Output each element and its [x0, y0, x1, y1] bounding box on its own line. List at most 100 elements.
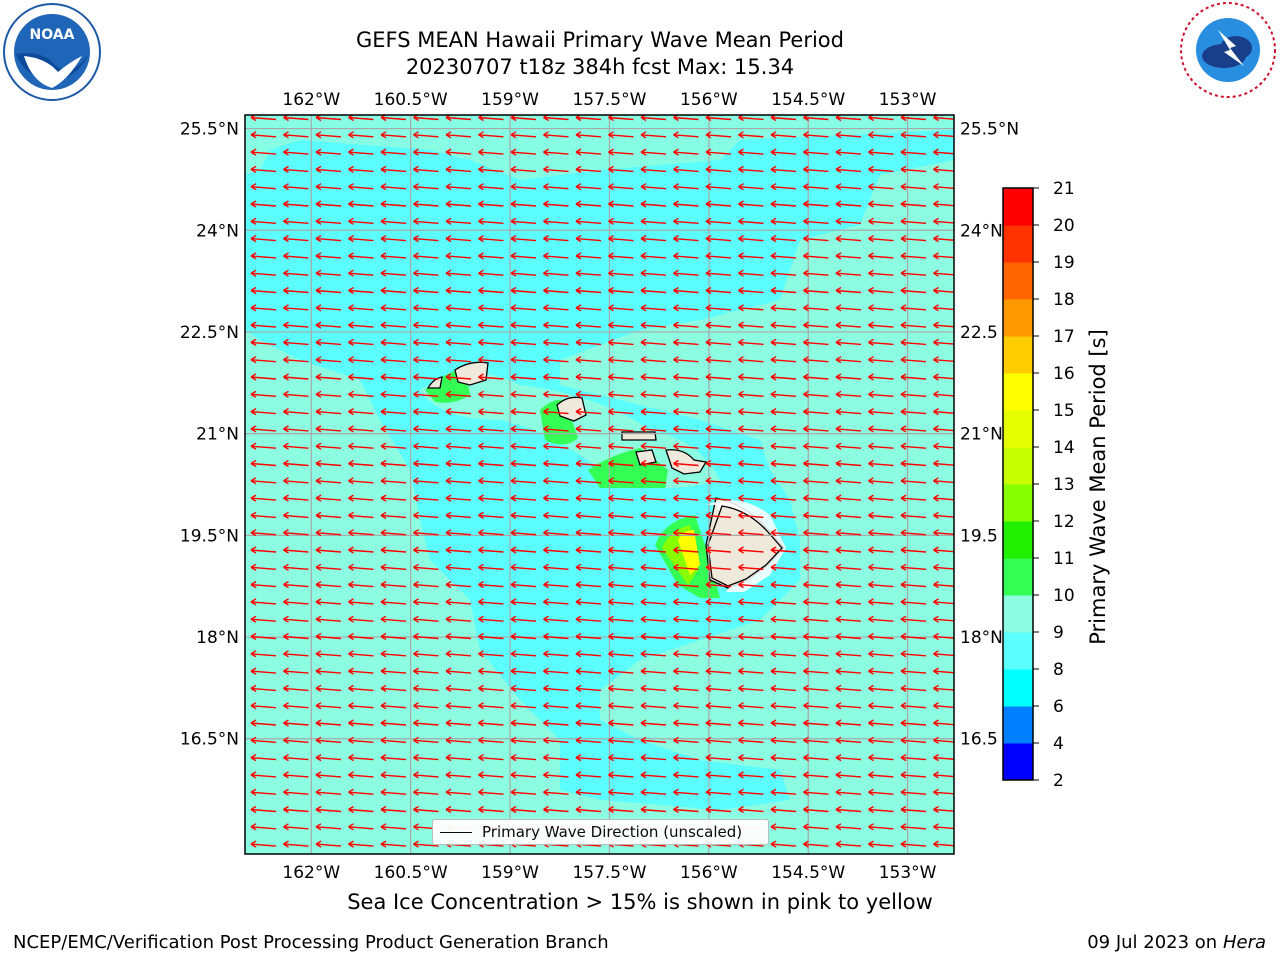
wave-arrow [283, 131, 309, 139]
latitude-labels-left: 25.5°N 24°N 22.5°N 21°N 19.5°N 18°N 16.5°N [180, 120, 239, 750]
wave-arrow [835, 115, 862, 122]
map-frame [244, 114, 955, 855]
wave-arrow [900, 511, 927, 520]
wave-arrow [478, 632, 504, 641]
wave-arrow [250, 183, 277, 191]
wave-arrow [575, 286, 602, 295]
wave-arrow [250, 148, 277, 156]
wave-arrow [868, 667, 894, 675]
wave-arrow [575, 511, 602, 520]
wave-arrow [835, 425, 862, 433]
wave-arrow [835, 667, 862, 675]
wave-arrow [933, 719, 954, 727]
wave-arrow [933, 459, 954, 468]
colorbar-swatch [1003, 373, 1033, 411]
wave-arrow [543, 304, 569, 312]
wave-arrow [770, 234, 797, 243]
wave-arrow [933, 338, 954, 347]
latitude-labels-right: 25.5°N 24°N 22.5 21°N 19.5 18°N 16.5 [960, 120, 1019, 750]
wave-arrow [608, 788, 634, 796]
wave-arrow [705, 356, 732, 364]
wave-arrow [770, 165, 797, 174]
wave-arrow [705, 546, 732, 554]
wave-arrow [868, 563, 894, 571]
colorbar-tick-label: 9 [1053, 623, 1064, 643]
wave-arrow [250, 650, 277, 658]
colorbar-swatch [1003, 743, 1033, 781]
wave-arrow [250, 823, 277, 831]
wave-arrow [770, 823, 797, 831]
wave-arrow [575, 615, 602, 623]
wave-arrow [283, 459, 309, 468]
wave-arrow [413, 115, 439, 122]
wave-arrow [478, 684, 504, 693]
wave-arrow [348, 356, 374, 364]
wave-arrow [575, 183, 602, 191]
wave-arrow [348, 425, 374, 433]
wave-arrow [705, 684, 732, 693]
lat-tick-label-left: 24°N [196, 221, 239, 241]
wave-arrow [250, 580, 277, 589]
wave-arrow [933, 269, 954, 277]
wave-arrow [445, 165, 472, 174]
wave-arrow [315, 269, 342, 277]
wave-arrow [380, 200, 407, 208]
lat-tick-label-right: 22.5 [960, 323, 998, 343]
wave-arrow [348, 736, 374, 744]
wave-arrow [900, 736, 927, 744]
wave-arrow [413, 286, 439, 295]
wave-arrow [705, 598, 732, 606]
wave-arrow [770, 632, 797, 641]
wave-arrow [510, 269, 537, 277]
wave-arrow [738, 252, 764, 260]
wave-arrow [315, 407, 342, 416]
wave-arrow [413, 252, 439, 260]
wave-arrow [478, 304, 504, 312]
wave-arrow [348, 529, 374, 537]
wave-arrow [933, 148, 954, 156]
wave-arrow [380, 459, 407, 468]
wave-arrow [933, 753, 954, 762]
wave-arrow [868, 650, 894, 658]
wave-arrow [770, 477, 797, 485]
wave-arrow [933, 477, 954, 485]
wave-arrow [673, 719, 699, 727]
wave-arrow [510, 546, 537, 554]
wave-arrow [770, 407, 797, 416]
wave-arrow [510, 131, 537, 139]
wave-arrow [250, 407, 277, 416]
lat-tick-label-right: 16.5 [960, 730, 998, 750]
wave-arrow [868, 840, 894, 848]
wave-arrow [705, 373, 732, 381]
wave-arrow [835, 702, 862, 710]
colorbar-swatch [1003, 225, 1033, 263]
wave-arrow [770, 494, 797, 502]
wave-arrow [380, 165, 407, 174]
wave-arrow [250, 684, 277, 693]
wave-arrow [608, 563, 634, 571]
wave-arrow [478, 736, 504, 744]
wave-arrow [738, 407, 764, 416]
wave-arrow [738, 753, 764, 762]
wave-arrow [933, 580, 954, 589]
wave-arrow [608, 286, 634, 295]
wave-arrow [705, 494, 732, 502]
wave-arrow [900, 234, 927, 243]
wave-arrow [543, 615, 569, 623]
wave-arrow [445, 477, 472, 485]
noaa-logo-icon: NOAA [3, 3, 101, 101]
wave-arrow [413, 771, 439, 779]
wave-arrow [803, 252, 829, 260]
wave-arrow [315, 321, 342, 329]
colorbar-tick-label: 2 [1053, 771, 1064, 791]
wave-arrow [868, 338, 894, 347]
wave-arrow [835, 546, 862, 554]
wave-arrow [868, 805, 894, 814]
wave-arrow [640, 719, 667, 727]
wave-arrow [673, 321, 699, 329]
wave-arrow [543, 511, 569, 520]
wave-arrow [543, 115, 569, 122]
wave-arrow [543, 165, 569, 174]
wave-arrow [770, 115, 797, 122]
wave-arrow [348, 615, 374, 623]
